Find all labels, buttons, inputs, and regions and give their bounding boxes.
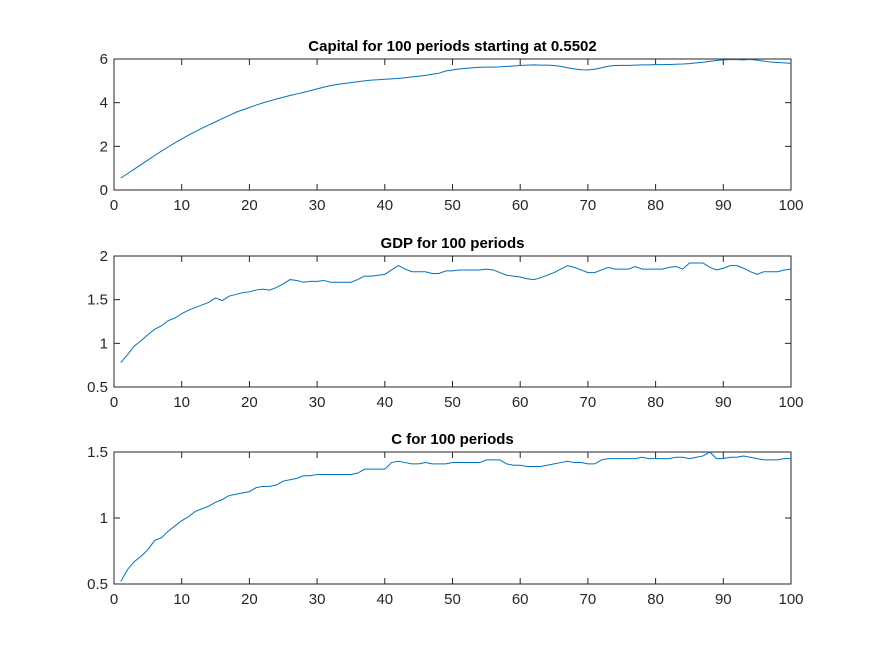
x-tick-label: 90 [715,197,732,214]
x-tick-label: 40 [376,591,393,608]
x-tick-label: 100 [778,394,803,411]
plot-area [114,59,791,190]
x-tick-label: 50 [444,197,461,214]
x-tick-label: 40 [376,394,393,411]
x-tick-label: 90 [715,591,732,608]
x-tick-label: 80 [647,394,664,411]
y-tick-label: 1.5 [87,292,108,309]
x-tick-label: 20 [241,394,258,411]
x-tick-label: 80 [647,197,664,214]
chart-title: C for 100 periods [391,431,514,448]
plot-area [114,452,791,584]
y-tick-label: 1 [100,510,108,527]
plot-area [114,256,791,387]
x-tick-label: 60 [512,394,529,411]
chart-title: GDP for 100 periods [381,235,525,252]
x-tick-label: 90 [715,394,732,411]
x-tick-label: 50 [444,394,461,411]
x-tick-label: 70 [580,197,597,214]
x-tick-label: 20 [241,591,258,608]
x-tick-label: 40 [376,197,393,214]
x-tick-label: 100 [778,591,803,608]
x-tick-label: 0 [110,394,118,411]
x-tick-label: 30 [309,197,326,214]
y-tick-label: 1 [100,335,108,352]
y-tick-label: 0.5 [87,379,108,396]
y-tick-label: 4 [100,95,108,112]
x-tick-label: 30 [309,394,326,411]
y-tick-label: 2 [100,248,108,265]
chart-panel-1: Capital for 100 periods starting at 0.55… [100,38,804,214]
y-tick-label: 6 [100,51,108,68]
x-tick-label: 70 [580,591,597,608]
x-tick-label: 60 [512,591,529,608]
x-tick-label: 80 [647,591,664,608]
x-tick-label: 10 [173,197,190,214]
x-tick-label: 60 [512,197,529,214]
chart-title: Capital for 100 periods starting at 0.55… [308,38,596,55]
x-tick-label: 10 [173,394,190,411]
x-tick-label: 100 [778,197,803,214]
x-tick-label: 30 [309,591,326,608]
y-tick-label: 1.5 [87,444,108,461]
x-tick-label: 50 [444,591,461,608]
y-tick-label: 0 [100,182,108,199]
x-tick-label: 10 [173,591,190,608]
x-tick-label: 70 [580,394,597,411]
chart-panel-3: C for 100 periods 0 10 20 30 40 50 60 70 80 90 100 0… [87,431,803,608]
x-tick-label: 0 [110,591,118,608]
x-tick-label: 0 [110,197,118,214]
x-tick-label: 20 [241,197,258,214]
y-tick-label: 0.5 [87,576,108,593]
y-tick-label: 2 [100,138,108,155]
